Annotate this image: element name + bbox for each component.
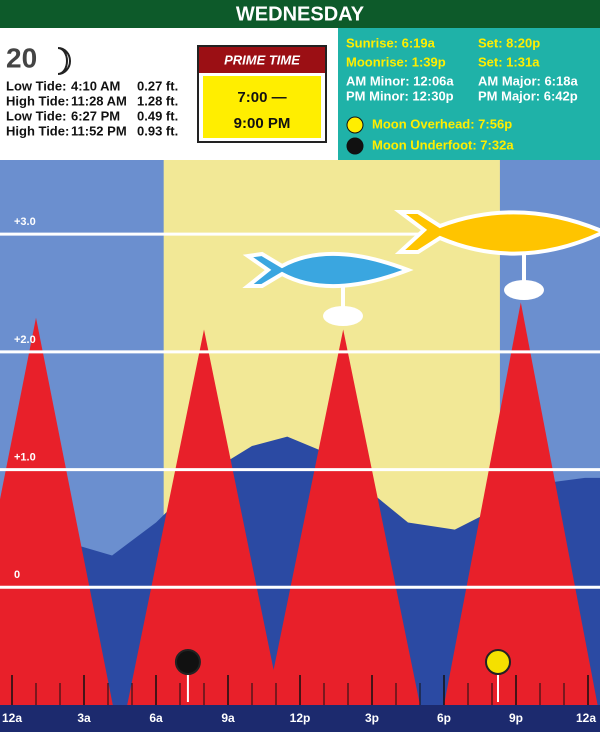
y-tick-label: +2.0 [14,334,36,346]
sun-moon-cell: PM Major: 6:42p [478,88,578,103]
tide-cell: Low Tide: [6,78,66,93]
minor-fish [242,251,414,288]
sun-moon-cell: Sunrise: 6:19a [346,35,436,50]
tide-cell: High Tide: [6,93,69,108]
x-tick-label: 9a [221,711,235,725]
prime-body [203,76,321,138]
prime-start: 7:00 — [237,89,286,106]
tide-cell: High Tide: [6,123,69,138]
sun-moon-cell: AM Minor: 12:06a [346,73,454,88]
day-number: 20 [6,42,37,73]
fish-icons [242,210,600,326]
activity-peak [0,317,113,705]
prime-title: PRIME TIME [224,52,300,67]
x-tick-label: 9p [509,711,523,725]
x-tick-label: 12p [290,711,311,725]
tide-cell: 0.93 ft. [137,123,178,138]
activity-peak [444,302,598,705]
moon-overhead-icon [346,116,364,134]
x-axis-bar [0,705,600,732]
tide-cell: 6:27 PM [71,108,120,123]
sun-moon-cell: Set: 8:20p [478,35,540,50]
major-fish [394,210,600,256]
y-tick-label: 0 [14,569,20,581]
tide-cell: 0.49 ft. [137,108,178,123]
tide-cell: 11:52 PM [71,123,127,138]
x-tick-label: 3a [77,711,91,725]
header-title: WEDNESDAY [236,3,365,25]
x-tick-label: 6p [437,711,451,725]
moon-marker [174,649,201,675]
header-bar [0,0,600,28]
x-tick-label: 3p [365,711,379,725]
tide-cell: Low Tide: [6,108,66,123]
activity-peak [127,329,281,705]
moon-underfoot: Moon Underfoot: 7:32a [372,137,514,152]
prime-end: 9:00 PM [234,115,291,132]
fish-base [504,280,544,300]
tide-cell: 1.28 ft. [137,93,178,108]
fish-base [323,306,363,326]
tide-cell: 0.27 ft. [137,78,178,93]
sun-moon-cell: Set: 1:31a [478,54,540,69]
prime-header [199,47,325,73]
y-tick-label: +3.0 [14,216,36,228]
tide-cell: 11:28 AM [71,93,127,108]
y-tick-label: +1.0 [14,451,36,463]
moon-underfoot-icon [346,137,364,155]
sun-moon-cell: PM Minor: 12:30p [346,88,454,103]
moon-marker [485,649,511,675]
sun-moon-panel [338,28,600,160]
tide-cell: 4:10 AM [71,78,120,93]
x-tick-label: 6a [149,711,163,725]
x-tick-label: 12a [2,711,22,725]
sun-moon-cell: AM Major: 6:18a [478,73,578,88]
moon-overhead: Moon Overhead: 7:56p [372,116,512,131]
x-tick-label: 12a [576,711,596,725]
activity-peak [266,329,420,705]
sun-moon-cell: Moonrise: 1:39p [346,54,446,69]
moon-phase [57,47,71,75]
